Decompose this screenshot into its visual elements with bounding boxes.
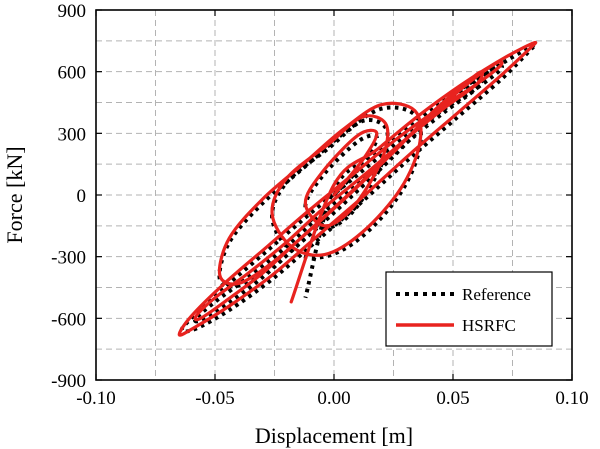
series-line-hsrfc (177, 40, 538, 337)
series-layer (177, 40, 538, 337)
y-tick-label: -300 (51, 248, 86, 269)
legend-box (385, 271, 553, 347)
x-tick-label: 0.10 (555, 388, 588, 409)
y-tick-label: 900 (58, 1, 87, 22)
x-tick-label: 0.00 (317, 388, 350, 409)
y-tick-label: -600 (51, 309, 86, 330)
y-tick-label: -900 (51, 371, 86, 392)
tick-labels: -0.10 -0.05 0.00 0.05 0.10 -900 -600 -300 0 300 60… (51, 1, 588, 409)
y-tick-label: 0 (77, 186, 87, 207)
axis-ticks (95, 9, 573, 381)
x-tick-label: -0.10 (76, 388, 116, 409)
legend-label-hsrfc: HSRFC (462, 316, 516, 335)
legend-label-reference: Reference (462, 285, 531, 304)
x-axis-label: Displacement [m] (255, 423, 413, 448)
legend: Reference HSRFC (385, 271, 553, 347)
x-tick-label: -0.05 (195, 388, 235, 409)
y-axis-label: Force [kN] (2, 146, 27, 243)
x-tick-label: 0.05 (436, 388, 469, 409)
y-tick-label: 300 (58, 124, 87, 145)
y-tick-label: 600 (58, 63, 87, 84)
